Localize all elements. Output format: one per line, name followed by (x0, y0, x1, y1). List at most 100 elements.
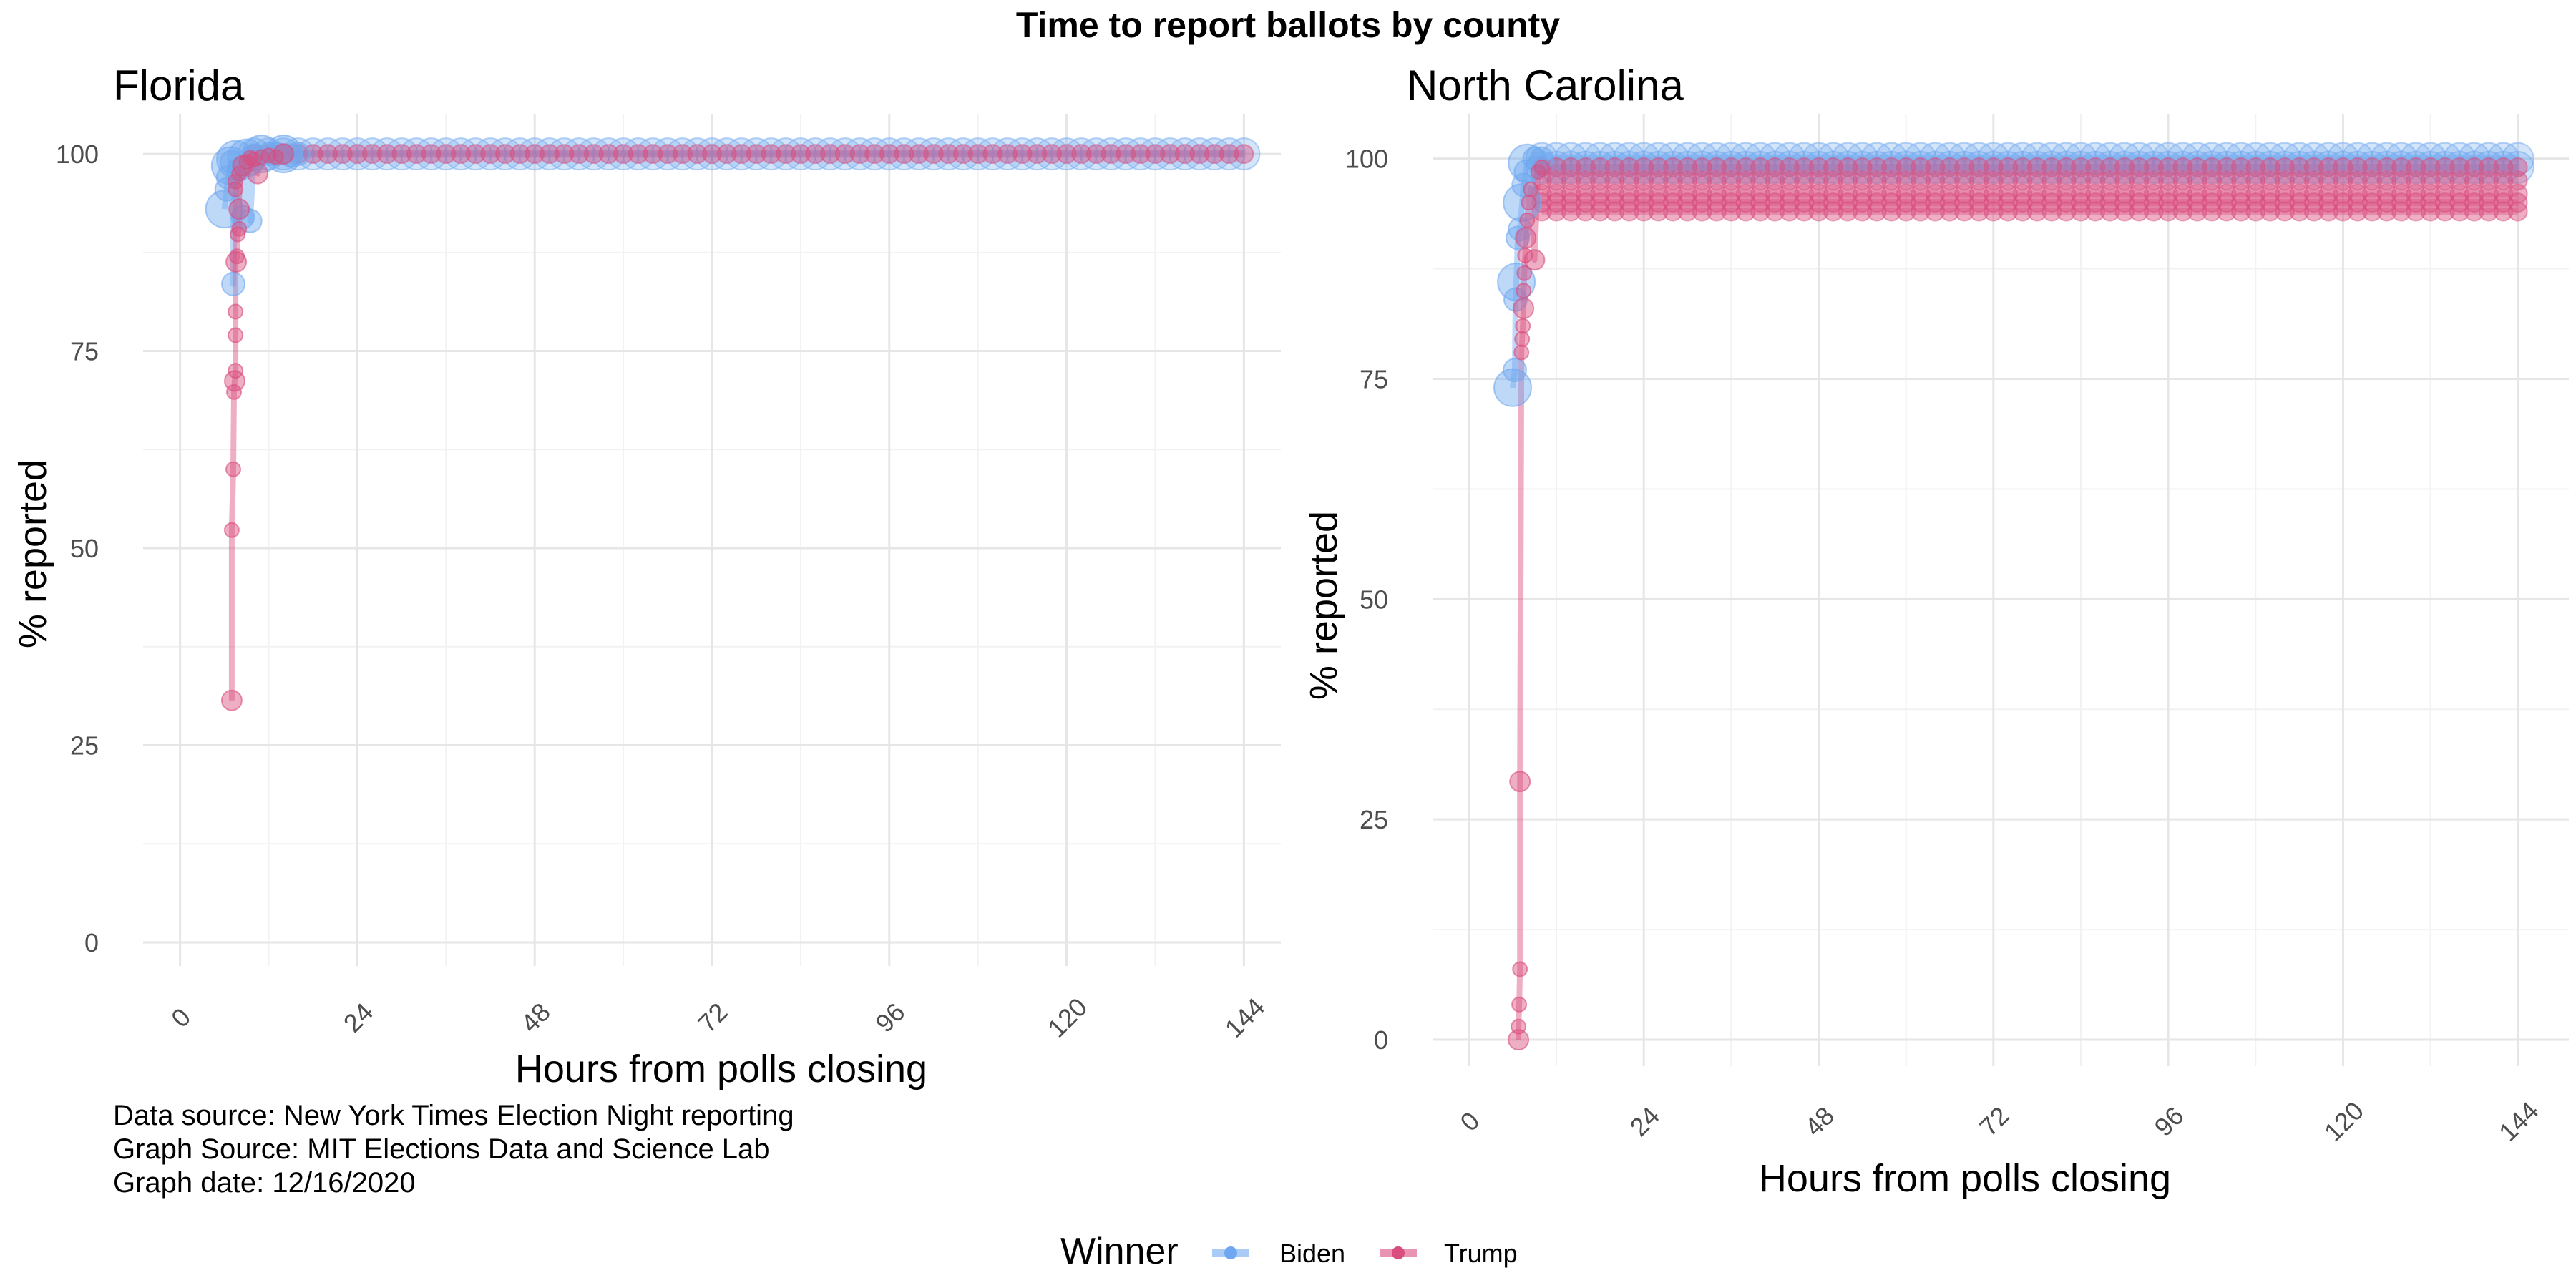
data-point-trump (923, 144, 944, 165)
data-point-trump (1513, 297, 1535, 319)
x-tick-label: 144 (2493, 1096, 2544, 1146)
data-point-biden (1094, 137, 1128, 171)
y-tick-label: 0 (84, 928, 99, 957)
data-point-trump (805, 144, 826, 165)
legend-label-biden: Biden (1279, 1239, 1345, 1268)
data-point-trump (228, 198, 250, 220)
data-point-trump (288, 144, 308, 165)
legend-label-trump: Trump (1444, 1239, 1518, 1268)
data-point-biden (1153, 137, 1187, 171)
data-point-trump (702, 144, 722, 165)
data-point-biden (459, 137, 492, 171)
data-point-trump (223, 522, 240, 538)
data-point-trump (1575, 201, 1596, 222)
data-point-trump (1234, 144, 1254, 165)
x-axis-label: Hours from polls closing (1759, 1157, 2171, 1200)
data-point-trump (1533, 159, 1550, 175)
data-point-biden (547, 137, 581, 171)
data-point-trump (1823, 201, 1843, 222)
data-point-biden (1513, 160, 1538, 184)
data-point-trump (2449, 201, 2470, 222)
data-point-trump (2245, 201, 2266, 222)
y-tick-label: 0 (1374, 1025, 1388, 1055)
data-point-trump (2230, 201, 2251, 222)
y-tick-labels: 0 25 50 75 100 (56, 140, 99, 957)
data-point-trump (761, 144, 781, 165)
data-point-trump (1116, 144, 1136, 165)
data-point-trump (731, 144, 752, 165)
data-point-biden (238, 208, 263, 233)
data-point-trump (2158, 201, 2179, 222)
y-tick-labels: 0 25 50 75 100 (1345, 145, 1388, 1055)
y-tick-label: 75 (70, 337, 99, 366)
data-point-trump (1794, 201, 1815, 222)
data-point-biden (326, 137, 359, 171)
data-point-biden (976, 137, 1010, 171)
y-tick-label: 100 (1345, 145, 1388, 174)
caption: Data source: New York Times Election Nig… (113, 1100, 794, 1199)
data-point-biden (221, 271, 245, 296)
data-point-biden (991, 137, 1024, 171)
data-point-biden (1005, 137, 1039, 171)
data-point-biden (503, 137, 537, 171)
data-point-trump (1204, 144, 1225, 165)
x-tick-label: 72 (692, 997, 733, 1038)
data-point-trump (864, 144, 885, 165)
data-point-biden (1503, 358, 1527, 383)
y-tick-label: 75 (1360, 364, 1388, 394)
data-point-trump (2333, 201, 2353, 222)
data-point-trump (1735, 201, 1756, 222)
x-tick-labels: 0 24 48 72 96 120 144 (165, 992, 1270, 1043)
data-point-biden (474, 137, 507, 171)
data-point-trump (1925, 201, 1946, 222)
data-point-biden (769, 137, 803, 171)
data-point-trump (1561, 201, 1581, 222)
data-point-biden (961, 137, 995, 171)
legend-marker-biden (1224, 1246, 1237, 1259)
data-points (205, 135, 1261, 711)
data-point-trump (1721, 201, 1742, 222)
data-point-trump (2434, 201, 2455, 222)
data-point-trump (332, 144, 353, 165)
data-point-biden (1506, 225, 1531, 250)
y-tick-label: 25 (1360, 805, 1388, 834)
data-point-trump (376, 144, 397, 165)
data-point-trump (569, 144, 590, 165)
data-point-biden (356, 137, 389, 171)
x-tick-label: 48 (1799, 1101, 1840, 1141)
data-point-trump (225, 251, 248, 273)
data-point-trump (2056, 201, 2077, 222)
data-point-trump (790, 144, 811, 165)
data-point-biden (518, 137, 552, 171)
data-point-trump (687, 144, 708, 165)
legend: Winner Biden Trump (1060, 1231, 1518, 1272)
data-point-biden (917, 137, 950, 171)
data-point-trump (938, 144, 959, 165)
data-point-trump (2464, 201, 2484, 222)
data-point-trump (643, 144, 663, 165)
data-point-trump (1531, 201, 1552, 222)
data-point-biden (887, 137, 921, 171)
data-point-biden (385, 137, 419, 171)
x-tick-label: 96 (2149, 1101, 2190, 1141)
data-point-biden (1109, 137, 1143, 171)
caption-data-source: Data source: New York Times Election Nig… (113, 1100, 794, 1131)
data-point-trump (658, 144, 678, 165)
data-point-trump (1523, 249, 1546, 271)
data-point-trump (1085, 144, 1106, 165)
data-point-trump (228, 173, 244, 190)
data-point-trump (1808, 201, 1829, 222)
data-point-trump (1523, 181, 1539, 197)
data-point-trump (1939, 201, 1960, 222)
data-point-trump (1519, 212, 1536, 228)
data-point-trump (894, 144, 914, 165)
data-point-biden (1079, 137, 1113, 171)
data-point-trump (554, 144, 575, 165)
data-point-trump (1511, 996, 1528, 1013)
data-point-biden (1227, 137, 1261, 171)
data-point-biden (828, 137, 862, 171)
data-point-biden (1198, 137, 1231, 171)
data-point-trump (1954, 201, 1975, 222)
data-point-trump (1968, 201, 1989, 222)
